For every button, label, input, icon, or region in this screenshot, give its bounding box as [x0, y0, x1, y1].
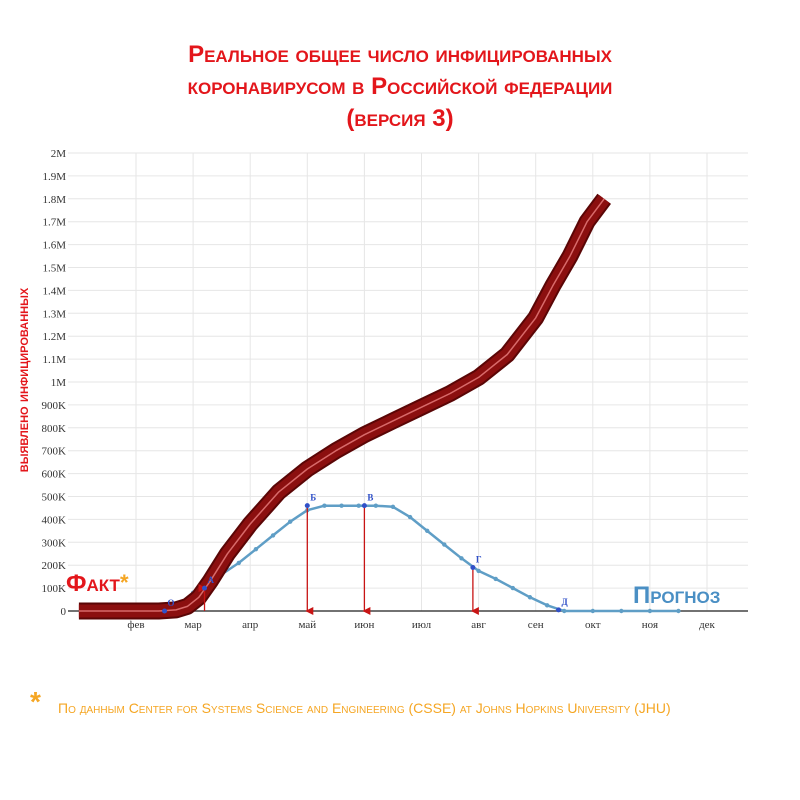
key-point	[470, 564, 476, 570]
x-tick-label: июл	[412, 619, 432, 631]
x-tick-label: фев	[127, 619, 144, 631]
key-point	[361, 503, 367, 509]
series-prognoz-point	[459, 556, 464, 561]
key-point-label: Г	[476, 554, 482, 564]
series-prognoz-point	[676, 608, 681, 614]
x-tick-label: июн	[354, 619, 374, 631]
y-tick-label: 1.1M	[42, 354, 66, 366]
series-prognoz-point	[647, 608, 653, 614]
series-prognoz-point	[544, 603, 550, 608]
series-prognoz-point	[287, 519, 293, 524]
key-point-label: В	[367, 493, 373, 503]
y-tick-label: 1.3M	[42, 308, 66, 320]
series-prognoz-point	[425, 528, 430, 534]
y-tick-label: 1.6M	[42, 240, 66, 252]
y-tick-label: 1.4M	[42, 285, 66, 297]
y-tick-label: 800K	[42, 423, 67, 435]
key-point	[202, 585, 208, 591]
y-tick-label: 0	[61, 606, 67, 618]
x-tick-label: апр	[242, 619, 259, 631]
series-prognoz-point	[510, 585, 516, 591]
series-prognoz-point	[527, 595, 533, 600]
series-prognoz-point	[339, 503, 344, 508]
series-prognoz-point	[562, 608, 567, 614]
chart-title-line-1: Реальное общее число инфицированных	[188, 41, 612, 68]
series-prognoz-point	[270, 533, 276, 538]
x-tick-label: сен	[528, 619, 544, 631]
y-tick-label: 400K	[42, 514, 67, 526]
y-tick-label: 700K	[42, 446, 67, 458]
fact-label-text: Факт	[66, 570, 120, 597]
key-point-label: Б	[310, 493, 316, 503]
y-tick-label: 900K	[42, 400, 67, 412]
series-prognoz-point	[590, 608, 595, 614]
y-tick-label: 500K	[42, 492, 67, 504]
prognoz-label: Прогноз	[633, 582, 721, 609]
fact-label: Факт*	[66, 570, 129, 598]
series-prognoz-point	[442, 542, 447, 547]
series-prognoz-point	[493, 576, 498, 582]
series-prognoz-point	[322, 503, 327, 508]
y-tick-label: 1.9M	[42, 171, 66, 183]
series-prognoz-point	[619, 608, 624, 614]
y-tick-label: 1.8M	[42, 194, 66, 206]
series-prognoz-point	[407, 514, 413, 520]
key-point-label: О	[168, 598, 175, 608]
key-point	[556, 607, 562, 613]
series-prognoz-point	[373, 503, 379, 508]
x-tick-label: ноя	[642, 619, 658, 631]
y-tick-label: 1.2M	[42, 331, 66, 343]
x-tick-label: авг	[471, 619, 486, 631]
x-tick-label: окт	[585, 619, 601, 631]
y-tick-label: 200K	[42, 560, 67, 572]
series-fact-line-highlight	[78, 198, 605, 612]
y-tick-label: 100K	[42, 583, 67, 595]
y-tick-label: 2M	[51, 148, 67, 160]
series-prognoz-point	[253, 546, 259, 552]
key-point	[304, 503, 310, 509]
key-point-label: А	[208, 575, 215, 585]
y-tick-label: 1.5M	[42, 263, 66, 275]
y-tick-label: 1.7M	[42, 217, 66, 229]
footnote-star: *	[30, 686, 41, 717]
series-prognoz-point	[356, 503, 361, 508]
key-point	[162, 608, 168, 614]
x-tick-label: дек	[699, 619, 715, 631]
y-tick-label: 1M	[51, 377, 67, 389]
x-tick-label: мар	[184, 619, 202, 631]
y-tick-label: 600K	[42, 469, 67, 481]
chart-title-line-2: коронавирусом в Российской федерации	[187, 73, 613, 100]
fact-star: *	[119, 570, 129, 595]
y-tick-label: 300K	[42, 537, 67, 549]
x-tick-label: май	[298, 619, 316, 631]
series-prognoz-point	[390, 504, 396, 510]
series-prognoz-point	[236, 560, 241, 566]
footnote: По данным Center for Systems Science and…	[58, 700, 671, 716]
chart-title-line-3: (версия 3)	[346, 105, 454, 132]
key-point-label: Д	[562, 597, 569, 607]
series-prognoz-point	[476, 568, 481, 574]
